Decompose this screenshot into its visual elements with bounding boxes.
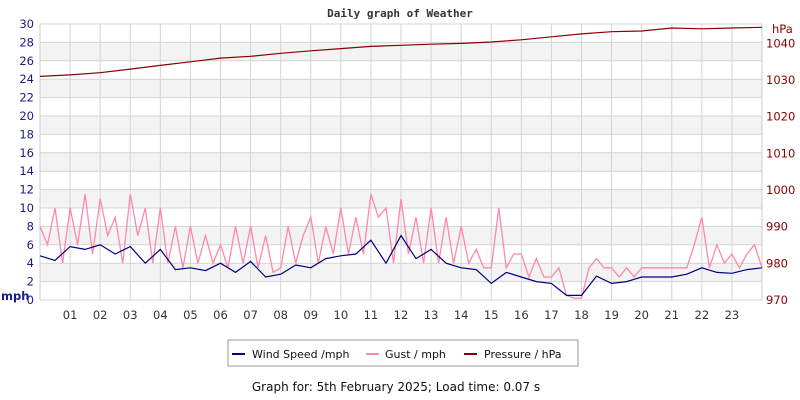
left-tick-label: 20: [19, 109, 34, 123]
x-tick-label: 09: [303, 308, 318, 322]
legend-label-wind: Wind Speed /mph: [252, 348, 350, 361]
right-tick-label: 980: [766, 256, 788, 270]
legend-label-gust: Gust / mph: [385, 348, 446, 361]
left-tick-label: 8: [27, 219, 34, 233]
left-tick-label: 14: [19, 164, 34, 178]
wind-speed-line: [39, 234, 763, 296]
x-tick-label: 19: [604, 308, 619, 322]
right-tick-label: 1000: [766, 183, 795, 197]
x-tick-label: 20: [634, 308, 649, 322]
x-tick-label: 03: [123, 308, 138, 322]
chart-title: Daily graph of Weather: [327, 7, 473, 20]
x-tick-label: 17: [544, 308, 559, 322]
left-tick-label: 4: [27, 256, 34, 270]
right-tick-label: 1010: [766, 146, 795, 160]
left-tick-label: 30: [19, 17, 34, 31]
right-tick-label: 1030: [766, 73, 795, 87]
left-tick-label: 18: [19, 127, 34, 141]
left-tick-label: 16: [19, 146, 34, 160]
left-tick-label: 6: [27, 238, 34, 252]
x-tick-label: 04: [153, 308, 168, 322]
x-tick-label: 12: [394, 308, 409, 322]
right-tick-label: 990: [766, 220, 788, 234]
legend-label-pressure: Pressure / hPa: [484, 348, 562, 361]
right-tick-label: 970: [766, 293, 788, 307]
x-tick-label: 15: [484, 308, 499, 322]
x-tick-label: 13: [424, 308, 439, 322]
x-tick-label: 07: [243, 308, 258, 322]
x-tick-label: 16: [514, 308, 529, 322]
left-tick-label: 2: [27, 275, 34, 289]
footer-text: Graph for: 5th February 2025; Load time:…: [252, 380, 540, 394]
x-tick-label: 14: [454, 308, 469, 322]
left-tick-label: 0: [27, 293, 34, 307]
x-tick-label: 23: [725, 308, 740, 322]
left-tick-label: 24: [19, 72, 34, 86]
x-tick-label: 02: [93, 308, 108, 322]
right-axis-unit: hPa: [772, 22, 793, 36]
left-axis-unit: mph: [1, 289, 29, 303]
x-tick-label: 10: [334, 308, 349, 322]
left-tick-label: 28: [19, 35, 34, 49]
left-tick-label: 26: [19, 54, 34, 68]
gust-line: [39, 193, 763, 299]
right-tick-label: 1040: [766, 36, 795, 50]
left-tick-label: 10: [19, 201, 34, 215]
legend: Wind Speed /mph Gust / mph Pressure / hP…: [227, 339, 579, 367]
x-tick-label: 22: [695, 308, 710, 322]
x-tick-label: 06: [213, 308, 228, 322]
x-tick-label: 01: [63, 308, 78, 322]
left-tick-label: 12: [19, 183, 34, 197]
x-tick-label: 18: [574, 308, 589, 322]
x-tick-label: 08: [273, 308, 288, 322]
left-tick-label: 22: [19, 91, 34, 105]
x-tick-label: 21: [664, 308, 679, 322]
pressure-line: [39, 26, 763, 77]
x-tick-label: 05: [183, 308, 198, 322]
x-tick-label: 11: [364, 308, 379, 322]
right-tick-label: 1020: [766, 110, 795, 124]
